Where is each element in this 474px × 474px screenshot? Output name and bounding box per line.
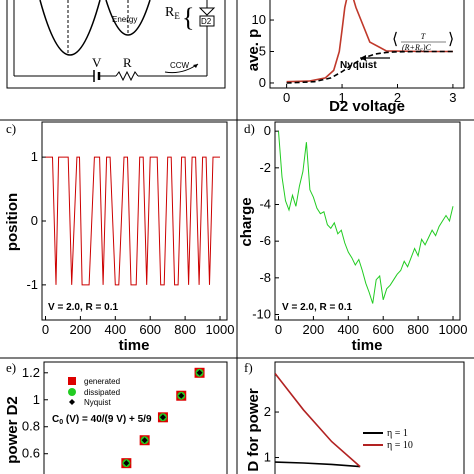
x-tick-label: 400 (104, 322, 126, 337)
legend-eta1: η = 1 (387, 428, 408, 439)
re-brace: { (182, 3, 194, 32)
x-tick-label: 400 (337, 322, 359, 337)
legend-circle-marker (68, 388, 76, 396)
y-tick-label: 1.2 (22, 365, 40, 380)
x-tick-label: 800 (174, 322, 196, 337)
x-tick-label: 1 (338, 90, 345, 105)
x-tick-label: 0 (275, 322, 282, 337)
legend-dissipated: dissipated (84, 388, 120, 397)
series-line-d-0 (278, 131, 454, 304)
f-panel-label: f) (244, 360, 253, 375)
marker-nyquist (196, 369, 203, 376)
x-tick-label: 0 (283, 90, 290, 105)
y-tick-label: -10 (252, 307, 271, 322)
y-tick-label: -1 (26, 277, 38, 292)
y-tick-label: 0 (259, 75, 266, 90)
y-tick-label: 0.8 (22, 419, 40, 434)
legend-eta10: η = 10 (387, 440, 413, 451)
y-tick-label: -6 (259, 233, 271, 248)
b-frame (269, 0, 465, 89)
x-tick-label: 200 (303, 322, 325, 337)
x-tick-label: 800 (407, 322, 429, 337)
b-ylabel: ave. p (245, 29, 262, 72)
marker-nyquist (159, 414, 166, 421)
f-legend: η = 1 η = 10 (363, 428, 413, 451)
e-legend: generated dissipated Nyquist (68, 377, 120, 407)
y-tick-label: -4 (259, 197, 271, 212)
y-tick-label: 0 (31, 213, 38, 228)
energy-label: Energy (112, 15, 137, 24)
resistor-icon (115, 70, 139, 82)
b-formula: ⟨ T (R+RE)C ⟩ (392, 31, 454, 54)
re-label: RE (165, 5, 180, 21)
b-nyquist-label: Nyquist (340, 60, 377, 71)
series-line-f-1 (275, 372, 361, 468)
x-tick-label: 600 (372, 322, 394, 337)
d-panel-label: d) (244, 121, 255, 136)
c-ylabel: position (4, 193, 21, 251)
series-line-c-0 (45, 156, 220, 286)
r-label: R (123, 55, 132, 70)
c-panel-label: c) (6, 121, 16, 136)
panel-d-chart: d) charge 0 200 400 600 800 1000-10-8-6-4-20 … (238, 121, 467, 354)
x-tick-label: 1000 (439, 322, 468, 337)
d-frame (274, 121, 461, 321)
marker-nyquist (141, 437, 148, 444)
legend-square-marker (68, 377, 76, 385)
ccw-label: CCW (170, 61, 190, 70)
x-tick-label: 1000 (206, 322, 235, 337)
energy-well-right (105, 0, 151, 36)
d-xlabel: time (352, 337, 383, 354)
f-frame (274, 361, 465, 474)
b-xlabel: D2 voltage (329, 98, 405, 115)
e-ylabel: power D2 (4, 396, 21, 464)
y-tick-label: 1 (33, 392, 40, 407)
y-tick-label: 2 (264, 404, 271, 419)
y-tick-label: -8 (259, 270, 271, 285)
svg-text:⟩: ⟩ (448, 31, 454, 48)
energy-well-left (39, 0, 101, 56)
panel-f-chart: f) D for power 1 2 η = 1 η = 10 (244, 360, 465, 474)
x-tick-label: 2 (394, 90, 401, 105)
svg-text:⟨: ⟨ (392, 31, 398, 48)
legend-generated: generated (84, 377, 120, 386)
panel-c-chart: c) position 0 200 400 600 800 1000-101 V = 2.… (0, 119, 474, 358)
y-tick-label: 0 (264, 123, 271, 138)
svg-text:(R+RE)C: (R+RE)C (402, 43, 432, 54)
x-tick-label: 0 (42, 322, 49, 337)
f-ylabel: D for power (245, 388, 262, 471)
panel-a-schematic: Energy RE { D2 V R CCW (6, 0, 226, 89)
y-tick-label: -2 (259, 160, 271, 175)
x-tick-label: 600 (139, 322, 161, 337)
d-annotation: V = 2.0, R = 0.1 (282, 302, 352, 313)
y-tick-label: 0.6 (22, 446, 40, 461)
panel-e-chart: e) power D2 0.6 0.8 1 1.2 generated dissipa… (0, 357, 474, 474)
legend-diamond-marker (69, 399, 75, 405)
c-annotation: V = 2.0, R = 0.1 (48, 302, 118, 313)
panel-b-chart: ave. p 0 1 2 3 0 5 10 Nyquist ⟨ T (R+RE)C ⟩ D2… (236, 0, 465, 120)
y-tick-label: 10 (252, 12, 266, 27)
e-panel-label: e) (6, 360, 16, 375)
y-tick-label: 1 (264, 450, 271, 465)
c-xlabel: time (119, 337, 150, 354)
d2-label: D2 (201, 17, 212, 26)
y-tick-label: 1 (31, 149, 38, 164)
d-ylabel: charge (238, 197, 255, 246)
marker-nyquist (123, 460, 130, 467)
e-frame (43, 361, 228, 474)
diode-icon (198, 7, 216, 16)
x-tick-label: 200 (70, 322, 92, 337)
series-line-f-0 (275, 461, 361, 468)
x-tick-label: 3 (449, 90, 456, 105)
v-label: V (92, 55, 102, 70)
svg-text:T: T (421, 32, 426, 41)
marker-nyquist (178, 392, 185, 399)
e-formula: C0 (V) = 40/(9 V) + 5/9 (52, 414, 152, 426)
y-tick-label: 5 (259, 43, 266, 58)
legend-nyquist: Nyquist (84, 398, 111, 407)
series-line-b-0 (286, 0, 453, 83)
